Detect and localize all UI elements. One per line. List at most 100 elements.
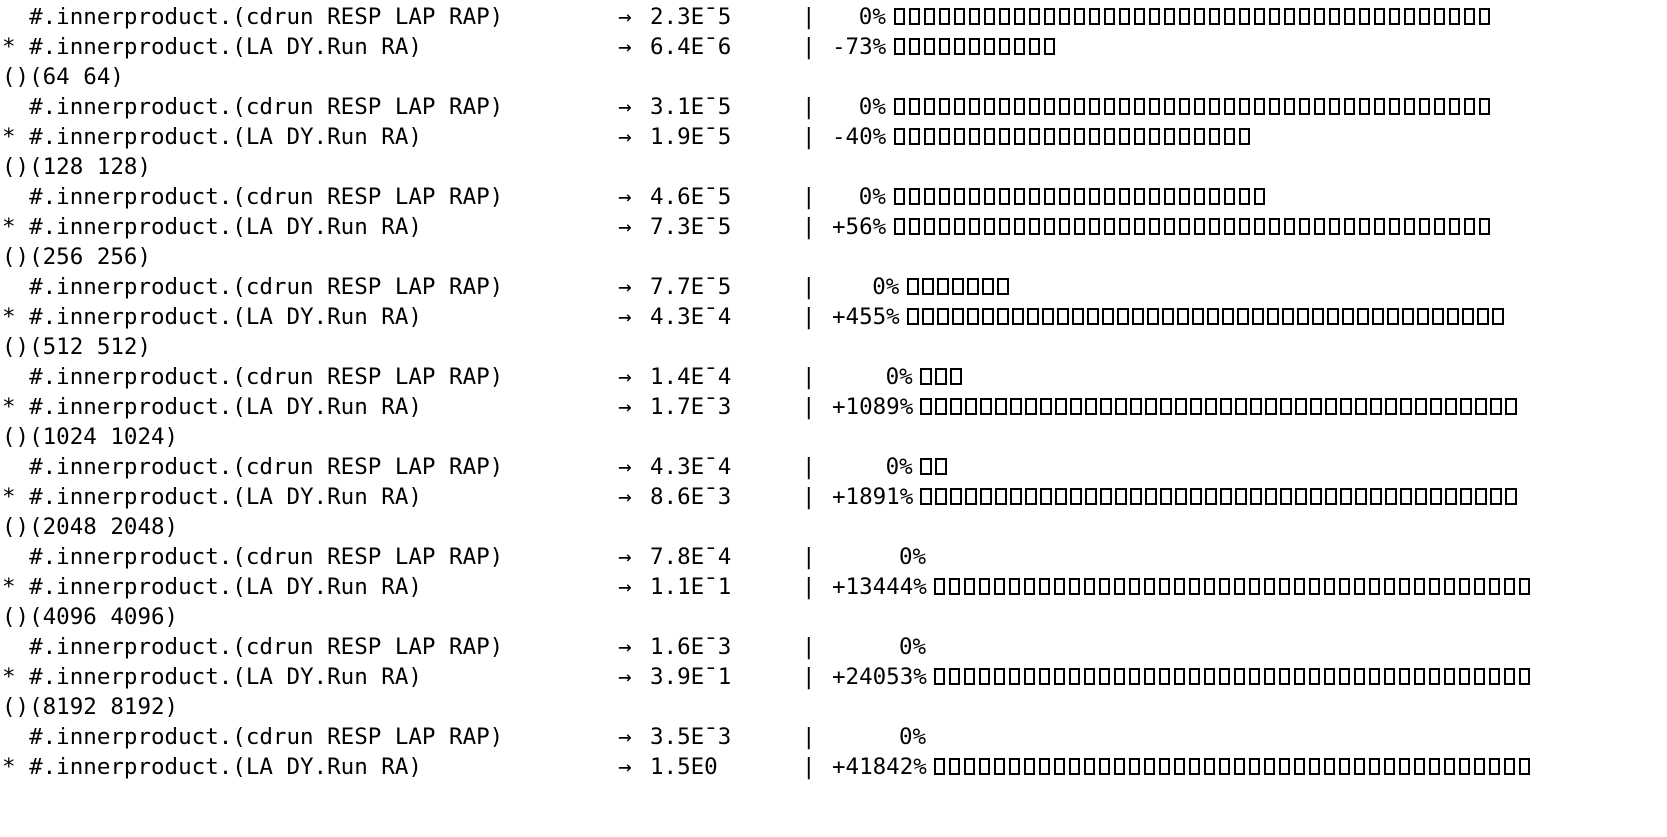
bar-block-icon xyxy=(1223,218,1236,235)
bar-block-icon xyxy=(1193,128,1206,145)
bar-block-icon xyxy=(1070,398,1082,415)
percent-change: -40% xyxy=(832,124,887,150)
bar-block-icon xyxy=(1208,128,1221,145)
bar-block-icon xyxy=(908,8,921,25)
bar-block-icon xyxy=(923,38,936,55)
bar-block-icon xyxy=(1460,488,1472,505)
column-separator: | xyxy=(802,214,816,240)
bar-block-icon xyxy=(1387,308,1399,325)
bar-block-icon xyxy=(1343,8,1356,25)
bar-block-icon xyxy=(1178,8,1191,25)
bar-block-icon xyxy=(1178,98,1191,115)
bar-block-icon xyxy=(1433,8,1446,25)
timing-value: 1.6E¯3 xyxy=(650,634,732,660)
bar-block-icon xyxy=(1102,308,1114,325)
percent-change: 0% xyxy=(885,454,913,480)
column-separator: | xyxy=(802,394,816,420)
bar-block-icon xyxy=(1313,8,1326,25)
bar-block-icon xyxy=(1008,758,1021,775)
bar-block-icon xyxy=(908,128,921,145)
percent-change: +13444% xyxy=(832,574,927,600)
bar-block-icon xyxy=(893,38,906,55)
bar-block-icon xyxy=(963,758,976,775)
bar-block-icon xyxy=(948,578,961,595)
timing-value: 3.5E¯3 xyxy=(650,724,732,750)
bar-block-icon xyxy=(978,668,991,685)
bar-block-icon xyxy=(1323,578,1336,595)
bar-block-icon xyxy=(1148,218,1161,235)
bar-block-icon xyxy=(1083,758,1096,775)
bar-block-icon xyxy=(1478,8,1491,25)
bar-block-icon xyxy=(1058,218,1071,235)
bar-block-icon xyxy=(937,308,949,325)
relative-time-bar xyxy=(893,212,1494,242)
relative-time-bar xyxy=(933,662,1534,692)
bar-block-icon xyxy=(1208,8,1221,25)
bar-block-icon xyxy=(968,8,981,25)
bar-block-icon xyxy=(1008,578,1021,595)
bar-block-icon xyxy=(1353,578,1366,595)
bar-block-icon xyxy=(1235,398,1247,415)
bar-block-icon xyxy=(1148,8,1161,25)
bar-block-icon xyxy=(1505,398,1517,415)
bar-block-icon xyxy=(1430,398,1442,415)
bar-block-icon xyxy=(1160,488,1172,505)
bar-block-icon xyxy=(968,128,981,145)
bar-block-icon xyxy=(1283,218,1296,235)
expression-text: #.innerproduct.(cdrun RESP LAP RAP) xyxy=(2,634,504,660)
bar-block-icon xyxy=(1432,308,1444,325)
bar-block-icon xyxy=(1490,398,1502,415)
bar-block-icon xyxy=(1028,38,1041,55)
bar-block-icon xyxy=(893,188,906,205)
bar-block-icon xyxy=(1068,668,1081,685)
bar-block-icon xyxy=(953,8,966,25)
bar-block-icon xyxy=(1413,668,1426,685)
bar-block-icon xyxy=(1173,758,1186,775)
bar-block-icon xyxy=(1118,128,1131,145)
bar-block-icon xyxy=(1088,218,1101,235)
bar-block-icon xyxy=(1518,578,1531,595)
bar-block-icon xyxy=(995,488,1007,505)
bar-block-icon xyxy=(1188,578,1201,595)
bar-block-icon xyxy=(1098,758,1111,775)
bar-block-icon xyxy=(1203,668,1216,685)
bar-block-icon xyxy=(998,8,1011,25)
arrow-icon: → xyxy=(618,454,632,480)
bar-block-icon xyxy=(968,218,981,235)
bar-block-icon xyxy=(923,128,936,145)
bar-block-icon xyxy=(982,278,994,295)
bar-block-icon xyxy=(968,38,981,55)
bar-block-icon xyxy=(980,398,992,415)
relative-time-bar xyxy=(893,32,1059,62)
bar-block-icon xyxy=(1488,758,1501,775)
bar-block-icon xyxy=(1145,488,1157,505)
bar-block-icon xyxy=(907,308,919,325)
percent-change: 0% xyxy=(899,724,927,750)
bar-block-icon xyxy=(1343,98,1356,115)
column-separator: | xyxy=(802,724,816,750)
timing-value: 1.1E¯1 xyxy=(650,574,732,600)
percent-change: +56% xyxy=(832,214,887,240)
expression-text: #.innerproduct.(cdrun RESP LAP RAP) xyxy=(2,94,504,120)
bar-block-icon xyxy=(1025,488,1037,505)
arrow-icon: → xyxy=(618,184,632,210)
percent-change: 0% xyxy=(858,4,886,30)
bar-block-icon xyxy=(1458,668,1471,685)
bar-block-icon xyxy=(1253,8,1266,25)
bar-block-icon xyxy=(1448,8,1461,25)
bar-block-icon xyxy=(1415,398,1427,415)
bar-block-icon xyxy=(1328,218,1341,235)
bar-block-icon xyxy=(968,98,981,115)
bar-block-icon xyxy=(907,278,919,295)
bar-block-icon xyxy=(1113,668,1126,685)
column-separator: | xyxy=(802,544,816,570)
bar-block-icon xyxy=(1238,8,1251,25)
bar-block-icon xyxy=(1143,758,1156,775)
bar-block-icon xyxy=(908,38,921,55)
relative-time-bar xyxy=(893,182,1269,212)
bar-block-icon xyxy=(1252,308,1264,325)
bar-block-icon xyxy=(1253,188,1266,205)
bar-block-icon xyxy=(1235,488,1247,505)
bar-block-icon xyxy=(1328,8,1341,25)
percent-change: -73% xyxy=(832,34,887,60)
